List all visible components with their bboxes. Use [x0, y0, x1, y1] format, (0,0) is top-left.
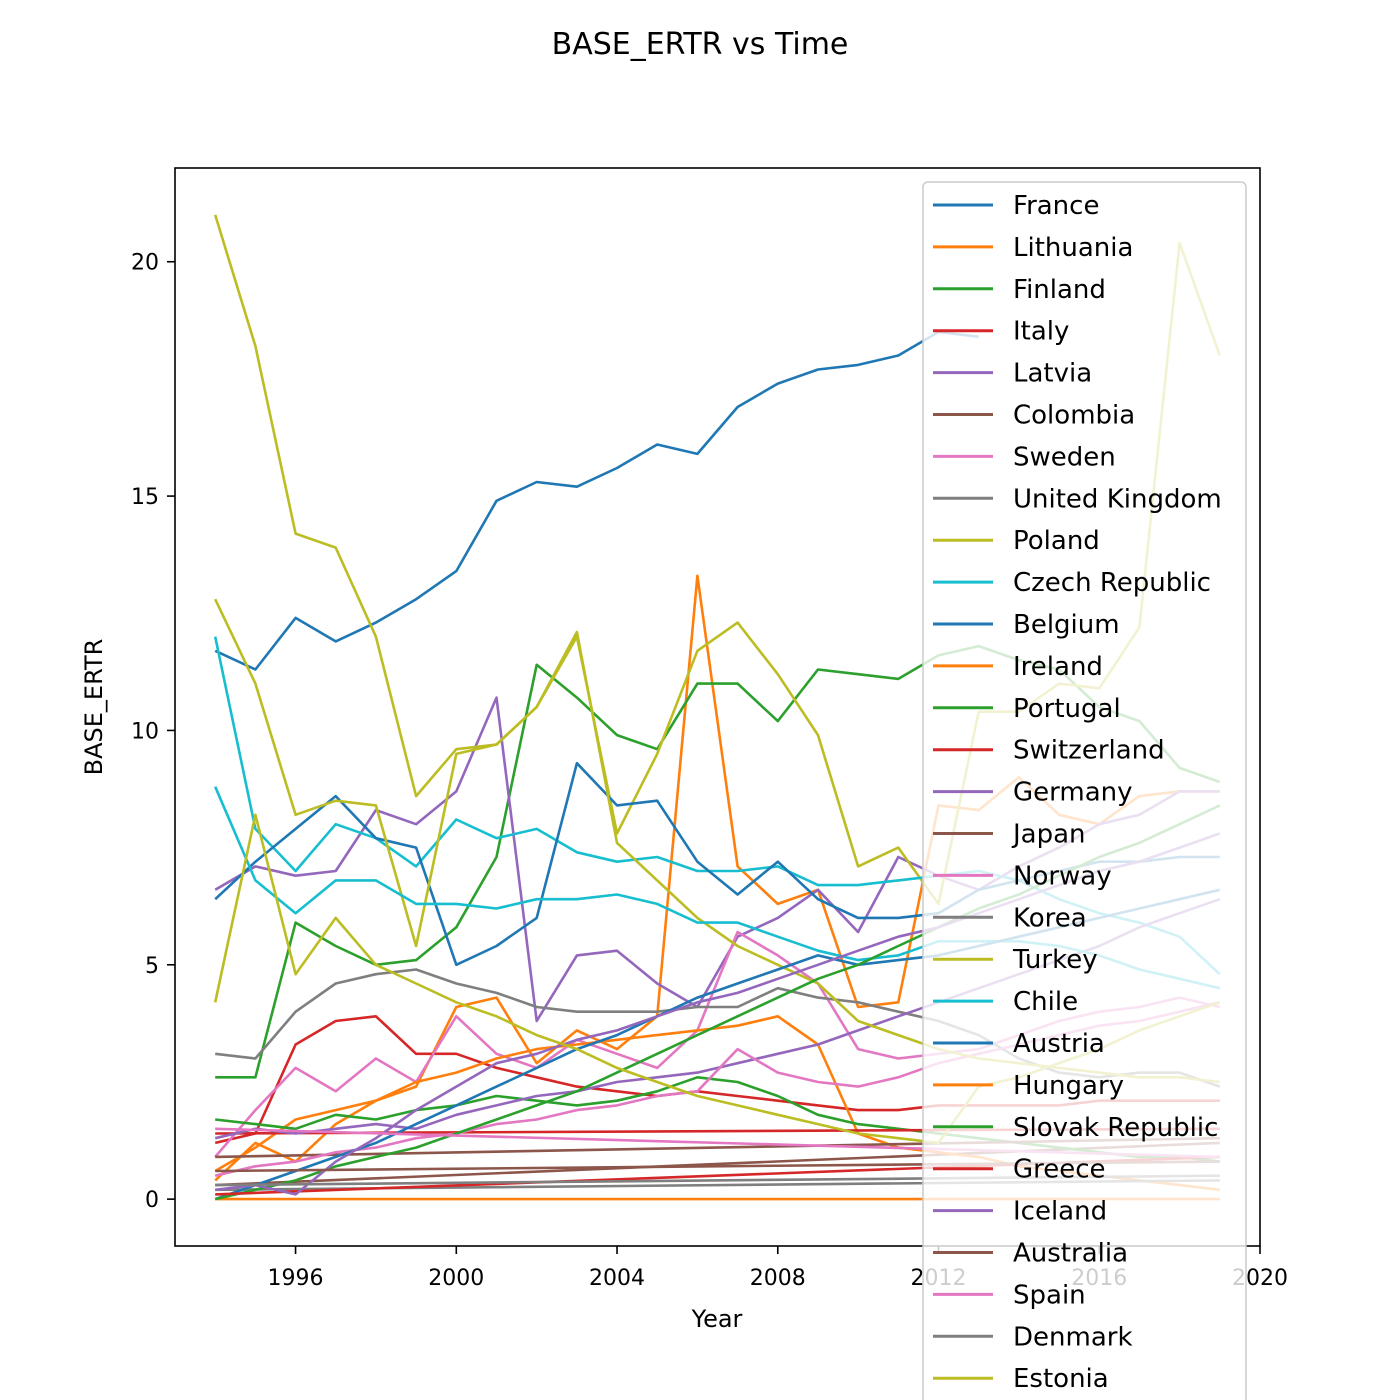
legend-items: France Lithuania Finland Italy Latvia Colombi… — [933, 191, 1222, 1394]
y-axis-ticks: 0 5 10 15 20 — [131, 251, 175, 1213]
legend-item: Australia — [933, 1239, 1128, 1269]
legend-label: Czech Republic — [1013, 568, 1211, 598]
y-tick-label: 5 — [145, 954, 159, 979]
legend-label: United Kingdom — [1013, 484, 1222, 514]
legend-item: Chile — [933, 987, 1078, 1017]
y-tick-label: 20 — [131, 251, 159, 276]
legend-item: Korea — [933, 903, 1087, 933]
legend-item: United Kingdom — [933, 484, 1222, 514]
legend-item: Austria — [933, 1029, 1105, 1059]
legend-label: Norway — [1013, 861, 1112, 891]
x-tick-label: 2004 — [589, 1266, 645, 1291]
legend-label: Chile — [1013, 987, 1078, 1017]
legend-item: Latvia — [933, 359, 1092, 389]
legend-label: Denmark — [1013, 1322, 1133, 1352]
legend-item: Poland — [933, 526, 1100, 556]
legend-label: Japan — [1011, 820, 1086, 850]
legend-label: Italy — [1013, 317, 1069, 347]
legend-label: Colombia — [1013, 401, 1135, 431]
legend-label: Portugal — [1013, 694, 1121, 724]
y-tick-label: 10 — [131, 719, 159, 744]
legend-label: Lithuania — [1013, 233, 1133, 263]
legend: France Lithuania Finland Italy Latvia Colombi… — [922, 181, 1247, 1400]
legend-item: France — [933, 191, 1099, 221]
legend-label: Ireland — [1013, 652, 1103, 682]
legend-label: Korea — [1013, 903, 1087, 933]
legend-item: Germany — [933, 778, 1133, 808]
y-tick-label: 0 — [145, 1188, 159, 1213]
legend-item: Sweden — [933, 442, 1116, 472]
x-tick-label: 2000 — [428, 1266, 484, 1291]
legend-label: Finland — [1013, 275, 1106, 305]
legend-label: Switzerland — [1013, 736, 1165, 766]
chart-title: BASE_ERTR vs Time — [552, 27, 849, 62]
legend-label: Hungary — [1013, 1071, 1124, 1101]
plot-area-frame — [174, 167, 1261, 1247]
legend-item: Switzerland — [933, 736, 1165, 766]
legend-label: Greece — [1013, 1155, 1106, 1185]
y-axis-label: BASE_ERTR — [80, 639, 108, 776]
legend-label: Belgium — [1013, 610, 1120, 640]
legend-item: Spain — [933, 1280, 1086, 1310]
legend-label: France — [1013, 191, 1099, 221]
legend-label: Latvia — [1013, 359, 1092, 389]
legend-label: Spain — [1013, 1280, 1086, 1310]
legend-item: Czech Republic — [933, 568, 1211, 598]
legend-label: Germany — [1013, 778, 1133, 808]
series-line-0 — [214, 330, 979, 671]
legend-label: Sweden — [1013, 442, 1116, 472]
legend-label: Turkey — [1012, 945, 1098, 975]
legend-item: Finland — [933, 275, 1106, 305]
legend-item: Greece — [933, 1155, 1106, 1185]
legend-item: Portugal — [933, 694, 1121, 724]
legend-item: Denmark — [933, 1322, 1133, 1352]
legend-frame — [922, 181, 1247, 1400]
legend-item: Japan — [933, 820, 1086, 850]
legend-item: Estonia — [933, 1364, 1109, 1394]
legend-label: Estonia — [1013, 1364, 1109, 1394]
legend-label: Slovak Republic — [1013, 1113, 1218, 1143]
x-axis-label: Year — [691, 1305, 743, 1333]
legend-item: Lithuania — [933, 233, 1133, 263]
legend-item: Ireland — [933, 652, 1103, 682]
y-tick-label: 15 — [131, 485, 159, 510]
legend-item: Italy — [933, 317, 1069, 347]
legend-label: Poland — [1013, 526, 1100, 556]
legend-item: Norway — [933, 861, 1112, 891]
legend-label: Iceland — [1013, 1197, 1107, 1227]
legend-label: Australia — [1013, 1239, 1128, 1269]
x-tick-label: 1996 — [268, 1266, 324, 1291]
legend-item: Slovak Republic — [933, 1113, 1218, 1143]
legend-item: Colombia — [933, 401, 1135, 431]
legend-item: Turkey — [933, 945, 1098, 975]
legend-item: Belgium — [933, 610, 1120, 640]
legend-item: Iceland — [933, 1197, 1107, 1227]
legend-label: Austria — [1013, 1029, 1105, 1059]
x-tick-label: 2008 — [750, 1266, 806, 1291]
legend-item: Hungary — [933, 1071, 1124, 1101]
